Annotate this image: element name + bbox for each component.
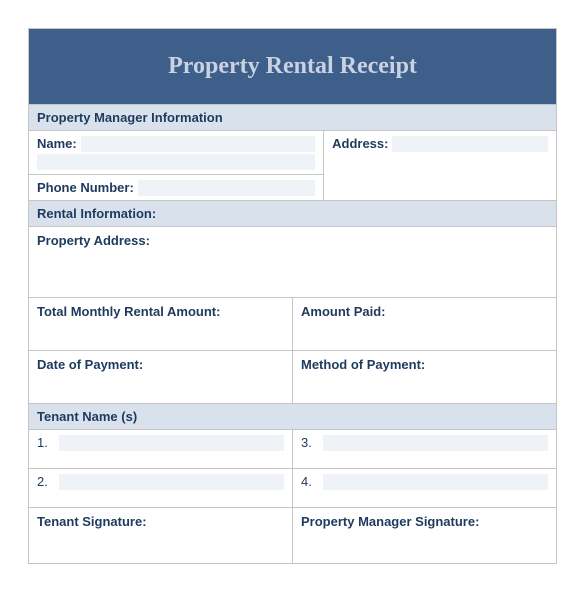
tenant-row-2: 2. 4. bbox=[29, 468, 556, 507]
manager-signature-cell: Property Manager Signature: bbox=[293, 508, 556, 563]
section-manager-info: Property Manager Information bbox=[29, 104, 556, 130]
tenant-row-1: 1. 3. bbox=[29, 429, 556, 468]
payment-method-label: Method of Payment: bbox=[301, 357, 425, 372]
row-payment: Date of Payment: Method of Payment: bbox=[29, 350, 556, 403]
address-cell: Address: bbox=[324, 131, 556, 200]
receipt-form: Property Rental Receipt Property Manager… bbox=[28, 28, 557, 564]
tenant-num-3: 3. bbox=[301, 435, 315, 450]
row-name-address: Name: Phone Number: Address: bbox=[29, 130, 556, 200]
row-amounts: Total Monthly Rental Amount: Amount Paid… bbox=[29, 297, 556, 350]
section-tenant-names: Tenant Name (s) bbox=[29, 403, 556, 429]
tenant-3-cell: 3. bbox=[293, 430, 556, 468]
signature-row: Tenant Signature: Property Manager Signa… bbox=[29, 507, 556, 563]
manager-signature-label: Property Manager Signature: bbox=[301, 514, 479, 529]
tenant-2-cell: 2. bbox=[29, 469, 293, 507]
monthly-amount-label: Total Monthly Rental Amount: bbox=[37, 304, 220, 319]
property-address-cell: Property Address: bbox=[29, 227, 556, 297]
property-address-label: Property Address: bbox=[37, 233, 150, 248]
amount-paid-label: Amount Paid: bbox=[301, 304, 386, 319]
amount-paid-cell: Amount Paid: bbox=[293, 298, 556, 350]
tenant-signature-cell: Tenant Signature: bbox=[29, 508, 293, 563]
name-field[interactable] bbox=[81, 136, 315, 152]
section-rental-info: Rental Information: bbox=[29, 200, 556, 226]
tenant-num-4: 4. bbox=[301, 474, 315, 489]
payment-method-cell: Method of Payment: bbox=[293, 351, 556, 403]
tenant-signature-label: Tenant Signature: bbox=[37, 514, 147, 529]
tenant-1-field[interactable] bbox=[59, 435, 284, 451]
monthly-amount-cell: Total Monthly Rental Amount: bbox=[29, 298, 293, 350]
tenant-1-cell: 1. bbox=[29, 430, 293, 468]
tenant-2-field[interactable] bbox=[59, 474, 284, 490]
tenant-3-field[interactable] bbox=[323, 435, 548, 451]
tenant-4-cell: 4. bbox=[293, 469, 556, 507]
phone-label: Phone Number: bbox=[37, 180, 134, 195]
row-property-address: Property Address: bbox=[29, 226, 556, 297]
form-title: Property Rental Receipt bbox=[29, 29, 556, 104]
tenant-4-field[interactable] bbox=[323, 474, 548, 490]
phone-cell: Phone Number: bbox=[29, 174, 323, 200]
tenant-num-2: 2. bbox=[37, 474, 51, 489]
address-field[interactable] bbox=[392, 136, 548, 152]
payment-date-label: Date of Payment: bbox=[37, 357, 143, 372]
name-label: Name: bbox=[37, 136, 77, 151]
name-field-2[interactable] bbox=[37, 154, 315, 170]
phone-field[interactable] bbox=[138, 180, 315, 196]
name-phone-column: Name: Phone Number: bbox=[29, 131, 324, 200]
payment-date-cell: Date of Payment: bbox=[29, 351, 293, 403]
name-cell: Name: bbox=[29, 131, 323, 174]
tenant-num-1: 1. bbox=[37, 435, 51, 450]
address-label: Address: bbox=[332, 136, 388, 151]
